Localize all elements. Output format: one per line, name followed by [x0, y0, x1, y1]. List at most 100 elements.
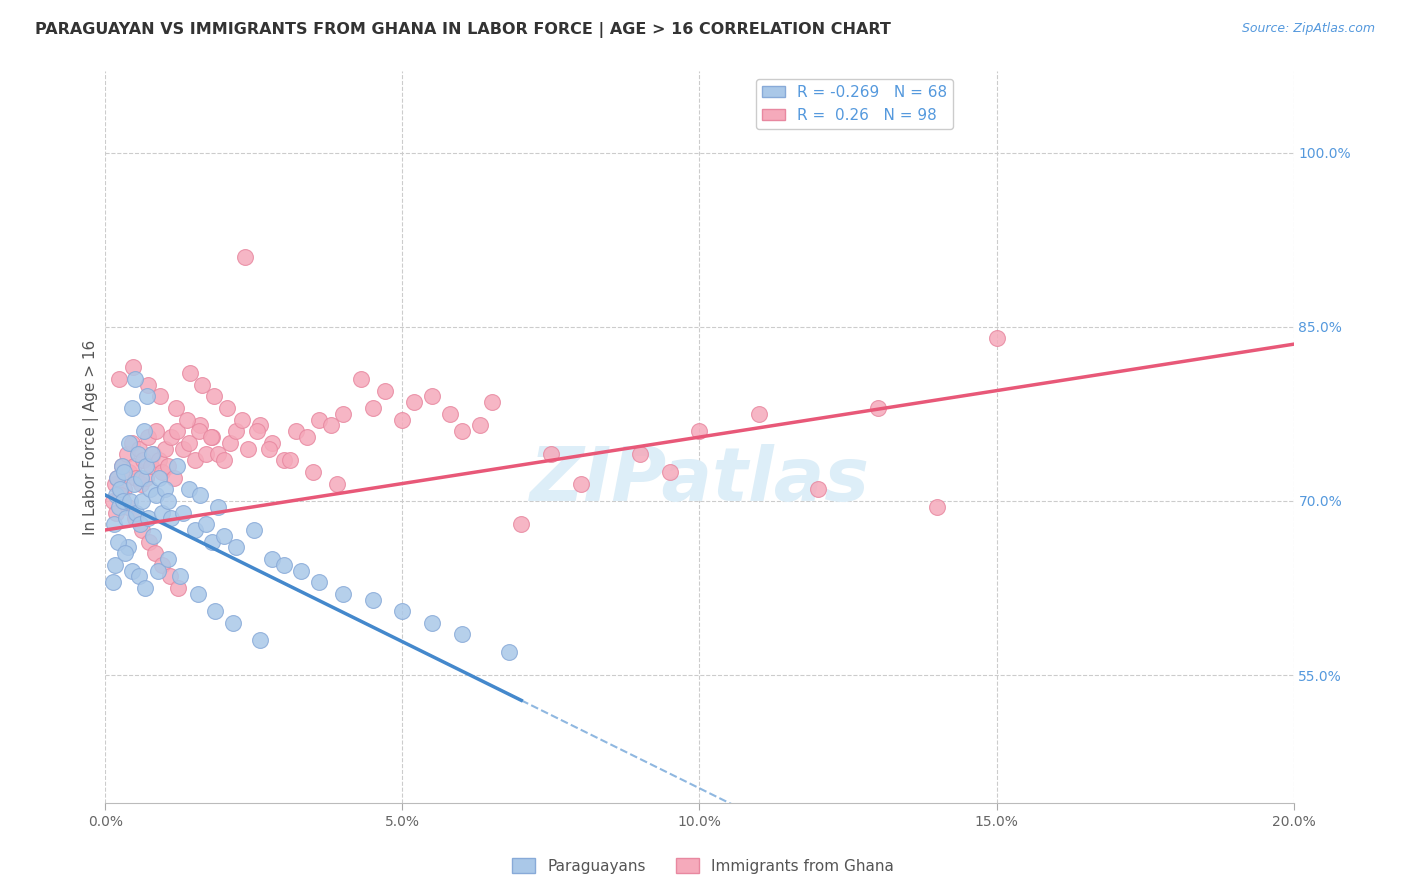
Point — [207, 500, 229, 514]
Point — [308, 412, 330, 426]
Point — [134, 581, 156, 595]
Point — [127, 448, 149, 462]
Point — [748, 407, 770, 421]
Point — [135, 459, 157, 474]
Point — [125, 471, 148, 485]
Point — [163, 471, 186, 485]
Point — [207, 448, 229, 462]
Point — [159, 569, 181, 583]
Point — [332, 587, 354, 601]
Point — [807, 483, 830, 497]
Point — [236, 442, 259, 456]
Point — [131, 494, 153, 508]
Point — [273, 453, 295, 467]
Point — [190, 377, 212, 392]
Point — [176, 412, 198, 426]
Point — [122, 459, 145, 474]
Point — [150, 506, 173, 520]
Point — [159, 511, 181, 525]
Point — [540, 448, 562, 462]
Point — [107, 500, 129, 514]
Point — [167, 581, 190, 595]
Point — [128, 569, 150, 583]
Point — [166, 459, 188, 474]
Point — [450, 627, 472, 641]
Point — [177, 436, 200, 450]
Point — [115, 511, 138, 525]
Point — [150, 465, 173, 479]
Point — [139, 459, 162, 474]
Point — [132, 424, 155, 438]
Text: Source: ZipAtlas.com: Source: ZipAtlas.com — [1241, 22, 1375, 36]
Point — [195, 517, 218, 532]
Point — [290, 564, 312, 578]
Point — [107, 534, 129, 549]
Point — [927, 500, 949, 514]
Point — [122, 476, 145, 491]
Point — [156, 494, 179, 508]
Point — [190, 418, 212, 433]
Point — [183, 453, 205, 467]
Point — [165, 401, 187, 415]
Point — [117, 541, 139, 555]
Point — [214, 453, 236, 467]
Point — [481, 395, 503, 409]
Point — [201, 430, 224, 444]
Point — [142, 529, 165, 543]
Point — [104, 558, 127, 572]
Point — [118, 465, 141, 479]
Point — [201, 534, 224, 549]
Point — [121, 436, 143, 450]
Point — [249, 633, 271, 648]
Point — [121, 564, 143, 578]
Point — [260, 552, 283, 566]
Point — [183, 523, 205, 537]
Point — [149, 389, 172, 403]
Point — [128, 442, 150, 456]
Point — [302, 465, 325, 479]
Point — [391, 412, 413, 426]
Point — [249, 418, 271, 433]
Point — [202, 389, 225, 403]
Legend: R = -0.269   N = 68, R =  0.26   N = 98: R = -0.269 N = 68, R = 0.26 N = 98 — [756, 79, 953, 128]
Point — [124, 511, 146, 525]
Point — [179, 366, 201, 380]
Point — [439, 407, 461, 421]
Point — [231, 412, 253, 426]
Point — [135, 471, 157, 485]
Point — [136, 511, 159, 525]
Point — [297, 430, 319, 444]
Point — [321, 418, 343, 433]
Point — [628, 448, 651, 462]
Point — [569, 476, 592, 491]
Point — [177, 483, 200, 497]
Y-axis label: In Labor Force | Age > 16: In Labor Force | Age > 16 — [83, 340, 98, 534]
Point — [214, 529, 236, 543]
Point — [222, 615, 245, 630]
Point — [195, 448, 218, 462]
Point — [332, 407, 354, 421]
Point — [153, 483, 176, 497]
Point — [136, 389, 159, 403]
Point — [142, 448, 165, 462]
Point — [169, 569, 191, 583]
Point — [172, 506, 194, 520]
Point — [190, 488, 212, 502]
Point — [118, 436, 141, 450]
Point — [233, 250, 256, 264]
Point — [148, 471, 170, 485]
Point — [104, 476, 127, 491]
Point — [105, 488, 128, 502]
Point — [986, 331, 1008, 345]
Point — [510, 517, 533, 532]
Point — [148, 453, 170, 467]
Point — [107, 372, 129, 386]
Point — [361, 592, 384, 607]
Point — [159, 430, 181, 444]
Point — [273, 558, 295, 572]
Point — [105, 471, 128, 485]
Point — [129, 476, 152, 491]
Point — [243, 523, 266, 537]
Point — [204, 604, 226, 618]
Text: PARAGUAYAN VS IMMIGRANTS FROM GHANA IN LABOR FORCE | AGE > 16 CORRELATION CHART: PARAGUAYAN VS IMMIGRANTS FROM GHANA IN L… — [35, 22, 891, 38]
